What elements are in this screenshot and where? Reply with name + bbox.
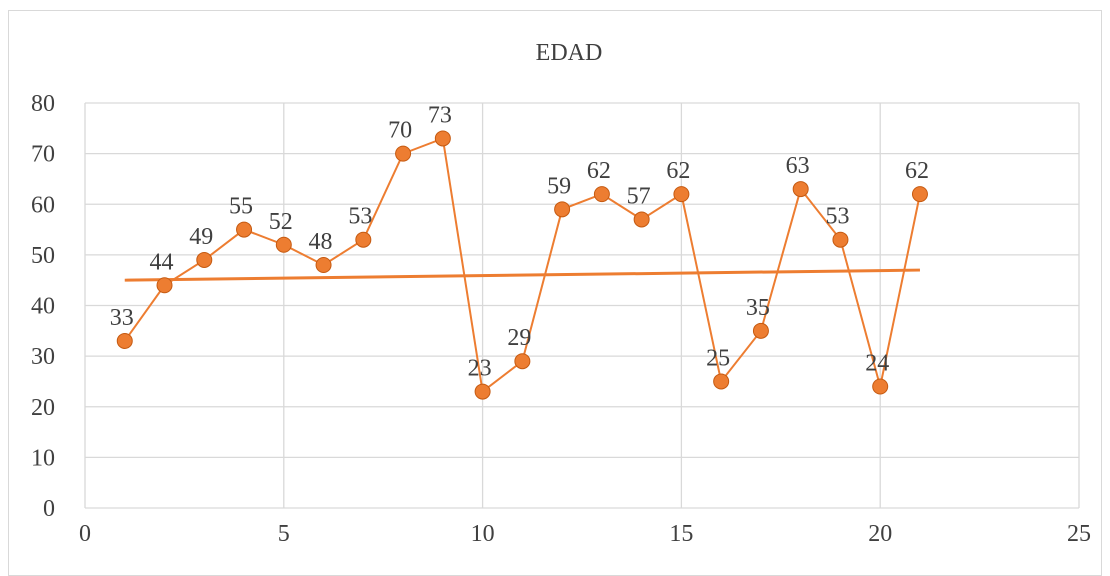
y-tick-label: 80 bbox=[31, 91, 55, 117]
data-label: 23 bbox=[468, 356, 492, 382]
data-point bbox=[514, 353, 531, 370]
x-tick-label: 10 bbox=[471, 521, 495, 547]
data-point bbox=[792, 181, 809, 198]
data-label: 29 bbox=[507, 325, 531, 351]
y-tick-label: 70 bbox=[31, 142, 55, 168]
data-point bbox=[872, 378, 889, 395]
data-point bbox=[315, 257, 332, 273]
y-tick-label: 10 bbox=[31, 445, 55, 471]
trendline-group bbox=[124, 268, 920, 282]
data-label: 57 bbox=[627, 183, 651, 209]
data-point bbox=[395, 145, 412, 162]
data-label: 49 bbox=[189, 224, 213, 250]
data-point bbox=[633, 211, 650, 228]
data-point bbox=[275, 236, 292, 253]
x-tick-label: 20 bbox=[868, 521, 892, 547]
data-label: 53 bbox=[348, 204, 372, 230]
trendline bbox=[124, 268, 920, 282]
data-point bbox=[236, 221, 253, 238]
data-point bbox=[673, 186, 690, 203]
data-label: 55 bbox=[229, 194, 253, 220]
data-point bbox=[713, 373, 730, 390]
y-tick-label: 40 bbox=[31, 294, 55, 320]
y-tick-label: 50 bbox=[31, 243, 55, 269]
data-label: 24 bbox=[865, 351, 889, 377]
data-label: 25 bbox=[706, 345, 730, 371]
data-label: 62 bbox=[587, 158, 611, 184]
data-label: 63 bbox=[786, 153, 810, 179]
data-point bbox=[116, 332, 133, 349]
data-label: 62 bbox=[666, 158, 690, 184]
y-tick-label: 30 bbox=[31, 344, 55, 370]
x-tick-label: 25 bbox=[1067, 521, 1091, 547]
data-point bbox=[474, 383, 491, 400]
gridlines bbox=[84, 102, 1080, 509]
data-point bbox=[156, 277, 173, 294]
data-label: 59 bbox=[547, 173, 571, 199]
chart-title: EDAD bbox=[536, 40, 603, 66]
data-label: 62 bbox=[905, 158, 929, 184]
x-axis-ticks: 0 5 10 15 20 25 bbox=[79, 521, 1091, 547]
data-point bbox=[196, 251, 213, 268]
data-point bbox=[752, 322, 769, 339]
y-tick-label: 20 bbox=[31, 395, 55, 421]
x-tick-label: 0 bbox=[79, 521, 91, 547]
data-label: 70 bbox=[388, 118, 412, 144]
data-label: 52 bbox=[269, 209, 293, 235]
data-point bbox=[593, 186, 610, 203]
chart-container bbox=[8, 10, 1102, 576]
data-point bbox=[554, 201, 571, 218]
y-tick-label: 60 bbox=[31, 192, 55, 218]
data-label: 53 bbox=[825, 204, 849, 230]
data-label: 48 bbox=[309, 229, 333, 255]
data-point bbox=[832, 231, 849, 248]
data-labels: 33 44 49 55 52 48 53 70 73 23 29 59 62 57 62 25 35 63 53 24… bbox=[110, 102, 929, 381]
data-point bbox=[911, 186, 928, 203]
data-point bbox=[355, 231, 372, 248]
data-label: 35 bbox=[746, 295, 770, 321]
data-label: 73 bbox=[428, 102, 452, 128]
y-tick-label: 0 bbox=[43, 496, 55, 522]
x-tick-label: 15 bbox=[669, 521, 693, 547]
data-label: 33 bbox=[110, 305, 134, 331]
data-point bbox=[434, 130, 451, 147]
x-tick-label: 5 bbox=[278, 521, 290, 547]
series-group bbox=[116, 130, 928, 400]
data-label: 44 bbox=[150, 249, 174, 275]
y-axis-ticks: 0 10 20 30 40 50 60 70 80 bbox=[31, 91, 55, 522]
